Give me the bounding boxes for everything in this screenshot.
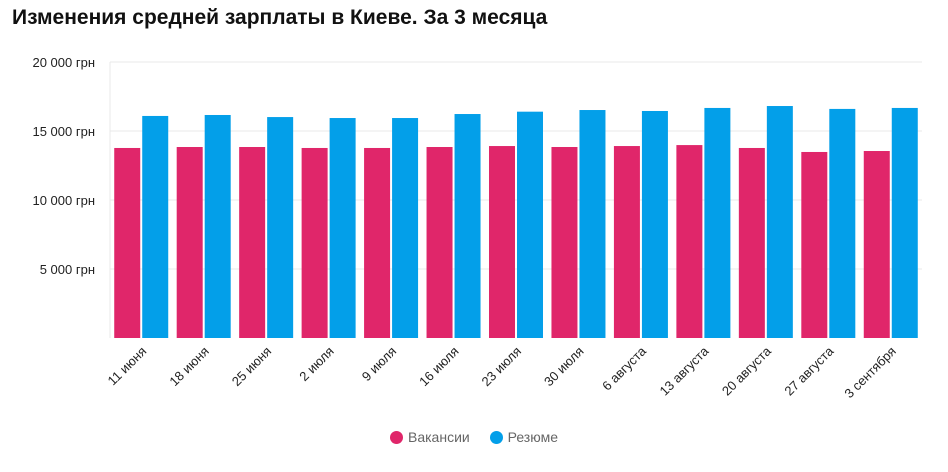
legend-label: Резюме (507, 429, 558, 445)
bar-resumes (392, 118, 419, 338)
x-tick-label: 2 июля (296, 344, 336, 384)
y-tick-label: 15 000 грн (32, 124, 95, 139)
bar-resumes (204, 114, 231, 338)
bar-resumes (829, 108, 856, 338)
legend-marker (489, 430, 503, 444)
bar-resumes (267, 117, 294, 338)
bar-vacancies (489, 146, 515, 338)
legend: Вакансии Резюме (0, 429, 948, 447)
bar-vacancies (613, 146, 640, 338)
bar-vacancies (301, 147, 328, 338)
x-tick-label: 27 августа (781, 343, 837, 399)
x-tick-label: 20 августа (719, 343, 775, 399)
legend-item-vacancies[interactable]: Вакансии (390, 429, 470, 445)
y-tick-label: 20 000 грн (32, 55, 95, 70)
chart-title: Изменения средней зарплаты в Киеве. За 3… (12, 6, 548, 29)
x-tick-label: 3 сентября (841, 344, 899, 402)
legend-marker (390, 430, 403, 444)
bar-vacancies (239, 147, 266, 338)
bar-vacancies (114, 147, 141, 338)
bar-vacancies (551, 147, 578, 338)
bar-vacancies (176, 147, 203, 338)
x-tick-label: 23 июля (479, 344, 525, 390)
bar-vacancies (801, 151, 828, 338)
bar-resumes (142, 115, 169, 338)
bar-vacancies (863, 151, 890, 338)
y-tick-label: 5 000 грн (40, 262, 95, 277)
x-tick-label: 9 июля (359, 344, 399, 384)
x-tick-label: 6 августа (599, 343, 649, 393)
bar-vacancies (676, 145, 703, 338)
legend-label: Вакансии (408, 429, 470, 445)
bar-resumes (517, 111, 543, 339)
bar-vacancies (426, 147, 453, 338)
bar-resumes (891, 107, 918, 338)
x-tick-label: 16 июля (416, 344, 462, 390)
legend-item-resumes[interactable]: Резюме (489, 429, 558, 445)
bar-resumes (704, 107, 731, 338)
x-tick-label: 11 июня (105, 344, 150, 389)
bar-resumes (766, 106, 793, 338)
bar-resumes (454, 114, 481, 338)
bar-vacancies (364, 147, 391, 338)
bar-vacancies (738, 147, 765, 338)
x-tick-label: 25 июня (229, 344, 274, 389)
bar-resumes (641, 110, 668, 339)
x-tick-label: 13 августа (656, 343, 712, 399)
bar-resumes (579, 110, 606, 338)
y-tick-label: 10 000 грн (32, 193, 95, 208)
x-tick-label: 30 июля (541, 344, 587, 390)
x-tick-label: 18 июня (166, 344, 211, 389)
bar-resumes (329, 118, 356, 338)
